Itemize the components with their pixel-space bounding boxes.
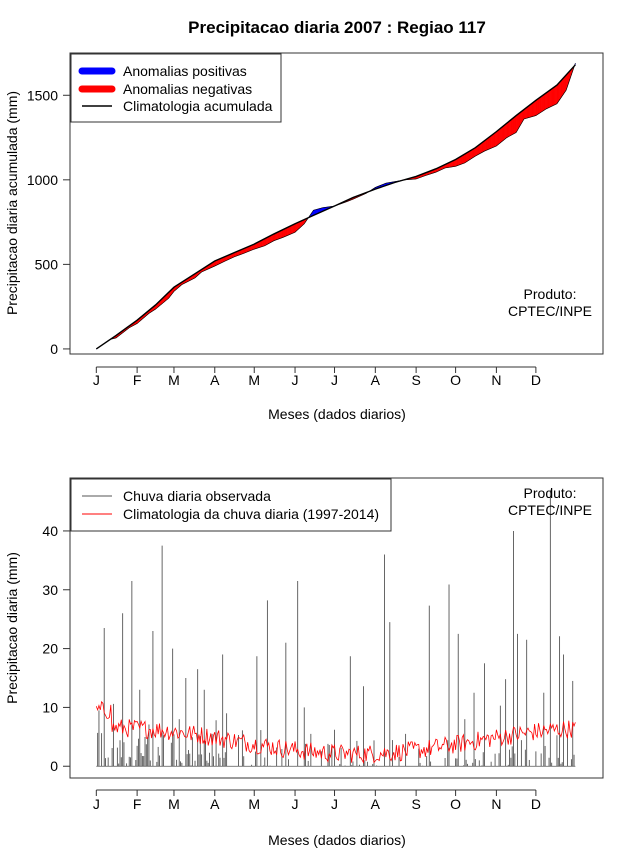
x-tick-label: S <box>411 372 420 388</box>
x-tick-label: J <box>93 372 100 388</box>
x-axis-title-daily: Meses (dados diarios) <box>268 832 406 848</box>
x-tick-label: A <box>210 372 220 388</box>
x-tick-label: D <box>531 796 541 812</box>
y-axis-title-cumulative: Precipitacao diaria acumulada (mm) <box>4 91 20 315</box>
legend-box <box>70 478 392 532</box>
y-tick-label: 20 <box>42 641 58 657</box>
daily-legend: Chuva diaria observada Climatologia da c… <box>70 478 392 532</box>
x-tick-label: A <box>371 796 381 812</box>
daily-panel: 0 10 20 30 40 J F M A M J J A S O N D Chuva diaria obser… <box>4 477 604 848</box>
x-tick-label: J <box>331 372 338 388</box>
clim-daily-line <box>95 700 576 764</box>
anomaly-areas <box>96 63 576 350</box>
cumulative-axes: 0 500 1000 1500 J F M A M J J A S O N D <box>27 87 541 388</box>
y-tick-label: 1000 <box>27 172 58 188</box>
y-tick-label: 40 <box>42 523 58 539</box>
x-axis-title-cumulative: Meses (dados diarios) <box>268 406 406 422</box>
x-tick-label: N <box>491 372 501 388</box>
x-tick-label: O <box>450 796 461 812</box>
x-tick-label: O <box>450 372 461 388</box>
legend-label-positive: Anomalias positivas <box>123 63 247 79</box>
legend-label-climatology: Climatologia acumulada <box>123 98 273 114</box>
y-tick-label: 500 <box>35 256 59 272</box>
x-tick-label: J <box>292 796 299 812</box>
y-tick-label: 30 <box>42 582 58 598</box>
product-label-line2: CPTEC/INPE <box>508 303 592 319</box>
legend-label-observed: Chuva diaria observada <box>123 488 271 504</box>
x-tick-label: F <box>133 796 142 812</box>
cumulative-legend: Anomalias positivas Anomalias negativas … <box>70 53 282 123</box>
cumulative-lines <box>95 63 576 350</box>
daily-plot-frame <box>69 477 604 779</box>
x-tick-label: M <box>248 372 260 388</box>
x-tick-label: M <box>168 372 180 388</box>
daily-axes: 0 10 20 30 40 J F M A M J J A S O N D <box>42 523 541 812</box>
legend-label-clim-daily: Climatologia da chuva diaria (1997-2014) <box>123 506 379 522</box>
product-label-line2: CPTEC/INPE <box>508 502 592 518</box>
product-label-line1: Produto: <box>524 286 577 302</box>
climatology-daily-line <box>95 700 576 764</box>
x-tick-label: J <box>331 796 338 812</box>
chart-title: Precipitacao diaria 2007 : Regiao 117 <box>188 18 486 37</box>
x-tick-label: J <box>93 796 100 812</box>
x-tick-label: J <box>292 372 299 388</box>
x-tick-label: N <box>491 796 501 812</box>
x-tick-label: S <box>411 796 420 812</box>
x-tick-label: A <box>371 372 381 388</box>
legend-label-negative: Anomalias negativas <box>123 81 252 97</box>
y-tick-label: 0 <box>50 758 58 774</box>
x-tick-label: M <box>168 796 180 812</box>
y-tick-label: 0 <box>50 341 58 357</box>
x-tick-label: M <box>248 796 260 812</box>
x-tick-label: F <box>133 372 142 388</box>
cumulative-plot-frame <box>69 52 604 355</box>
product-label-line1: Produto: <box>524 485 577 501</box>
y-axis-title-daily: Precipitacao diaria (mm) <box>4 552 20 704</box>
y-tick-label: 1500 <box>27 87 58 103</box>
x-tick-label: A <box>210 796 220 812</box>
observed-cumulative-line <box>96 63 576 350</box>
y-tick-label: 10 <box>42 699 58 715</box>
cumulative-panel: 0 500 1000 1500 J F M A M J J A S O N D Anomalias posit… <box>4 52 604 422</box>
x-tick-label: D <box>531 372 541 388</box>
